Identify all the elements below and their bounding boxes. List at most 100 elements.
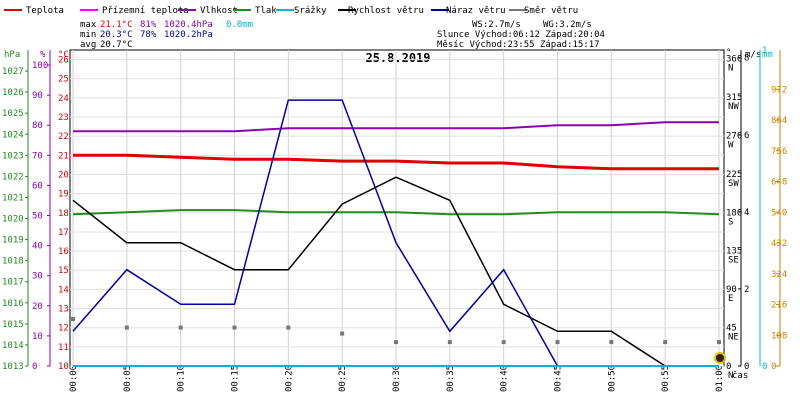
- info-block: WS:2.7m/s WG:3.2m/s Slunce Východ:06:12 …: [437, 20, 605, 50]
- pressure-tick-label: 1024: [2, 130, 24, 140]
- legend-label-humidity: Vlhkost: [200, 6, 238, 16]
- stats-max-temp: 21.1°C: [100, 20, 133, 30]
- legend-label-rain: Srážky: [294, 6, 327, 16]
- direction-tick-compass: E: [728, 294, 733, 304]
- legend-label-ground-temperature: Přízemní teplota: [102, 6, 189, 16]
- info-sun: Slunce Východ:06:12 Západ:20:04: [437, 30, 605, 40]
- wind-direction-point: [124, 325, 129, 330]
- pressure-tick-label: 1014: [2, 341, 24, 351]
- pressure-tick-label: 1019: [2, 236, 24, 246]
- humidity-tick-label: 10: [32, 332, 43, 342]
- stats-min-temp: 20.3°C: [100, 30, 133, 40]
- rain-tick-label: 1: [762, 46, 767, 56]
- series-line-rychlost-v-tru: [72, 176, 719, 367]
- legend-label-wind-gust: Náraz větru: [446, 6, 506, 16]
- rain-axis-label: mm: [762, 50, 773, 60]
- wind-tick-label: 6: [744, 131, 749, 141]
- pressure-tick-label: 1023: [2, 151, 24, 161]
- wind-direction-point: [178, 325, 183, 330]
- direction-tick-degree: 90: [726, 285, 737, 295]
- solar-tick-label: 0: [771, 362, 776, 372]
- moon-phase-icon: [714, 352, 726, 364]
- humidity-tick-label: 40: [32, 242, 43, 252]
- x-tick-label: 01:00: [715, 365, 725, 392]
- x-tick-label: 00:40: [500, 365, 510, 392]
- humidity-tick-label: 100: [32, 61, 48, 71]
- direction-tick-degree: 225: [726, 170, 742, 180]
- solar-tick-label: 648: [771, 178, 787, 188]
- rain-tick-label: 0: [762, 362, 767, 372]
- x-tick-label: 00:35: [446, 365, 456, 392]
- direction-tick-degree: 315: [726, 93, 742, 103]
- stats-min-label: min: [80, 30, 96, 40]
- temperature-tick-label: 24: [58, 94, 69, 104]
- x-tick-label: 00:50: [607, 365, 617, 392]
- wind-direction-point: [555, 340, 560, 345]
- temperature-tick-label: 22: [58, 132, 69, 142]
- temperature-tick-label: 23: [58, 113, 69, 123]
- temperature-tick-label: 18: [58, 209, 69, 219]
- direction-tick-compass: SE: [728, 256, 739, 266]
- solar-tick-label: 324: [771, 270, 787, 280]
- direction-axis-label: °: [726, 48, 731, 58]
- pressure-tick-label: 1013: [2, 362, 24, 372]
- solar-tick-label: 540: [771, 208, 787, 218]
- direction-tick-compass: NE: [728, 333, 739, 343]
- chart-title: 25.8.2019: [365, 51, 430, 65]
- legend-label-temperature: Teplota: [26, 6, 64, 16]
- wind-tick-label: 0: [744, 362, 749, 372]
- direction-tick-degree: 270: [726, 131, 742, 141]
- wind-tick-label: 8: [744, 54, 749, 64]
- temperature-tick-label: 25: [58, 75, 69, 85]
- temperature-axis-label: °C: [58, 50, 69, 60]
- humidity-tick-label: 50: [32, 212, 43, 222]
- temperature-tick-label: 12: [58, 324, 69, 334]
- humidity-tick-label: 90: [32, 91, 43, 101]
- pressure-tick-label: 1018: [2, 257, 24, 267]
- x-tick-label: 00:10: [177, 365, 187, 392]
- pressure-tick-label: 1017: [2, 278, 24, 288]
- wind-direction-point: [663, 340, 668, 345]
- pressure-tick-label: 1022: [2, 172, 24, 182]
- stats-max-pressure: 1020.4hPa: [164, 20, 213, 30]
- wind-direction-point: [394, 340, 398, 345]
- series-line-teplota: [73, 153, 719, 171]
- direction-tick-compass: N: [728, 371, 733, 381]
- wind-direction-point: [447, 340, 452, 345]
- pressure-tick-label: 1021: [2, 193, 24, 203]
- stats-avg-label: avg: [80, 40, 96, 50]
- chart-dynamic: 00:00 00:05 00:10 00:15 00:20 00:25 00:30 00:35…: [2, 46, 787, 392]
- solar-tick-label: 432: [771, 239, 787, 249]
- x-axis-label: čas: [732, 370, 748, 381]
- stats-min-humidity: 78%: [140, 30, 157, 40]
- x-tick-label: 00:05: [123, 365, 133, 392]
- direction-tick-compass: S: [728, 217, 733, 227]
- wind-tick-label: 4: [744, 208, 749, 218]
- x-tick-label: 00:00: [69, 365, 79, 392]
- x-tick-label: 00:20: [284, 365, 294, 392]
- temperature-tick-label: 13: [58, 305, 69, 315]
- stats-max-humidity: 81%: [140, 20, 157, 30]
- pressure-tick-label: 1025: [2, 109, 24, 119]
- wind-axis-label: m/s: [745, 50, 761, 60]
- wind-direction-point: [717, 340, 721, 345]
- wind-tick-label: 2: [744, 285, 749, 295]
- wind-direction-point: [609, 340, 614, 345]
- humidity-axis-label: %: [40, 50, 46, 60]
- temperature-tick-label: 26: [58, 56, 69, 66]
- solar-tick-label: 108: [771, 331, 787, 341]
- pressure-tick-label: 1016: [2, 299, 24, 309]
- info-moon: Měsíc Východ:23:55 Západ:15:17: [437, 40, 600, 50]
- stats-min-pressure: 1020.2hPa: [164, 30, 213, 40]
- humidity-tick-label: 70: [32, 151, 43, 161]
- wind-direction-point: [286, 325, 291, 330]
- stats-max-label: max: [80, 20, 97, 30]
- pressure-axis-label: hPa: [4, 50, 20, 60]
- legend-label-wind-direction: Směr větru: [524, 6, 578, 16]
- pressure-tick-label: 1027: [2, 67, 24, 77]
- axis-unit-labels: hPa % °C ° m/s mm čas: [4, 48, 773, 381]
- direction-tick-compass: W: [728, 140, 734, 150]
- direction-tick-degree: 360: [726, 55, 742, 65]
- legend-label-pressure: Tlak: [255, 6, 277, 16]
- temperature-tick-label: 16: [58, 247, 69, 257]
